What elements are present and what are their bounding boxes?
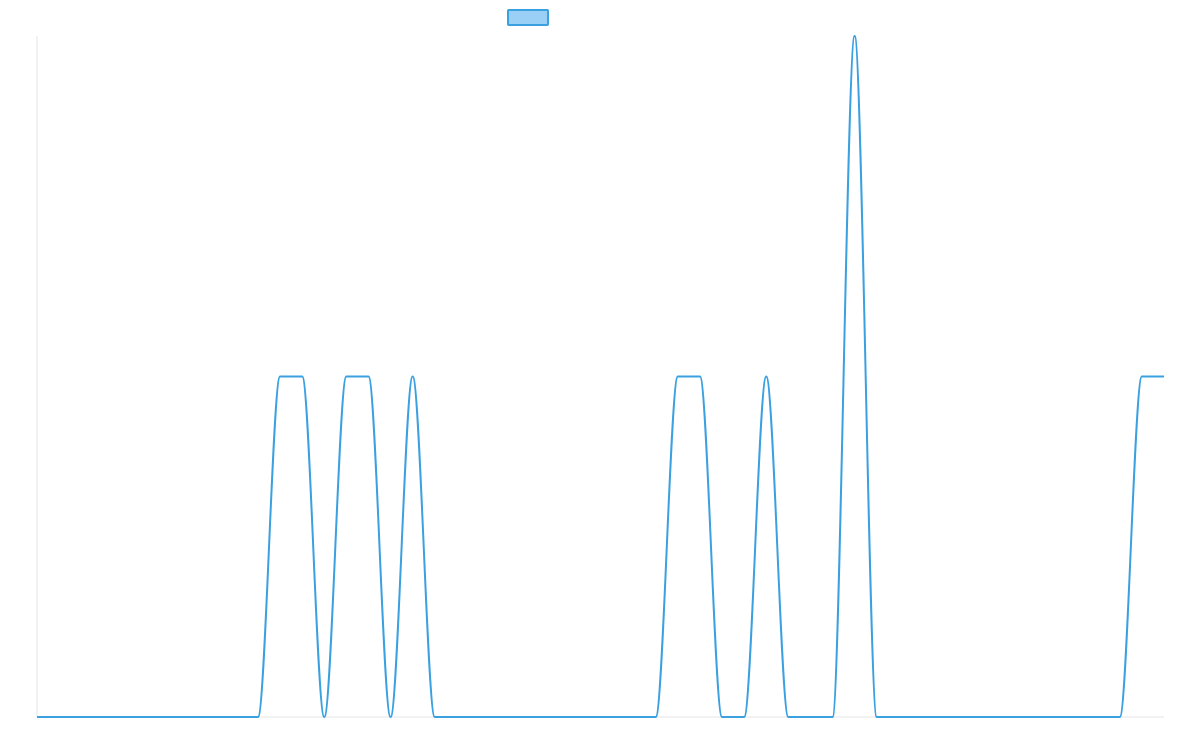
legend [507, 9, 549, 26]
series-line-1[interactable] [36, 35, 1164, 719]
series-layer [36, 35, 1164, 719]
legend-swatch[interactable] [507, 9, 549, 26]
